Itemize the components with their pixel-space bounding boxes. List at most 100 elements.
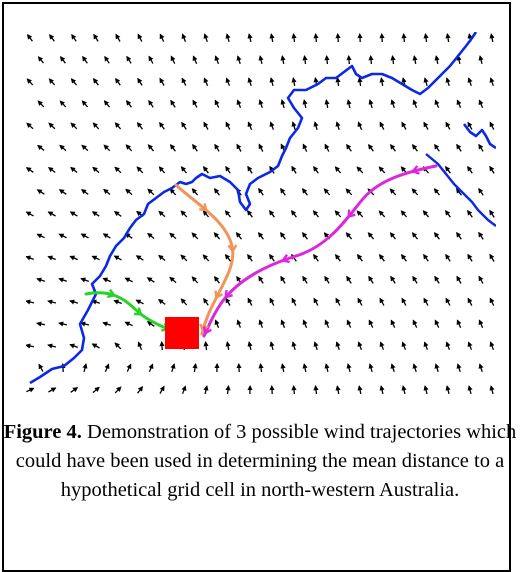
wind-arrow: [337, 342, 340, 350]
wind-arrow: [59, 323, 67, 325]
wind-arrow: [390, 189, 395, 195]
wind-arrow: [414, 100, 417, 107]
wind-arrow: [392, 100, 395, 108]
wind-arrow: [115, 387, 121, 393]
wind-arrow: [170, 233, 176, 238]
wind-arrow: [436, 56, 438, 64]
wind-arrow: [170, 189, 175, 195]
wind-arrow: [294, 386, 295, 394]
wind-arrow: [159, 211, 165, 216]
wind-arrow: [249, 34, 251, 42]
wind-arrow: [435, 145, 440, 152]
wind-arrow: [479, 189, 483, 196]
wind-arrow: [446, 255, 450, 262]
wind-arrow: [182, 78, 186, 85]
wind-arrow: [435, 320, 438, 327]
wind-arrow: [160, 34, 163, 41]
wind-arrow: [490, 255, 494, 262]
wind-arrow: [127, 101, 132, 107]
wind-arrow: [172, 364, 174, 372]
wind-arrow: [104, 234, 111, 238]
wind-arrow: [371, 56, 372, 64]
wind-arrow: [292, 298, 296, 305]
wind-arrow: [391, 145, 396, 151]
wind-arrow: [325, 145, 329, 152]
wind-arrow: [468, 255, 472, 262]
wind-arrow: [315, 122, 317, 130]
wind-arrow: [60, 145, 66, 150]
wind-arrow: [338, 34, 339, 42]
wind-arrow: [271, 122, 274, 129]
wind-arrow: [48, 257, 55, 260]
wind-arrow: [425, 78, 427, 86]
wind-arrow: [469, 342, 472, 349]
wind-arrow: [271, 34, 272, 42]
wind-arrow: [226, 299, 230, 306]
wind-arrow: [159, 300, 165, 305]
wind-arrow: [26, 388, 33, 391]
wind-arrow: [304, 364, 306, 372]
wind-arrow: [436, 364, 438, 372]
wind-arrow: [304, 320, 307, 327]
wind-arrow: [72, 35, 76, 42]
wind-arrow: [70, 345, 78, 348]
wind-arrow: [479, 100, 482, 107]
wind-arrow: [116, 35, 120, 42]
wind-arrow: [260, 100, 263, 108]
wind-arrow: [171, 101, 175, 108]
wind-arrow: [391, 277, 395, 284]
wind-arrow: [282, 100, 284, 108]
wind-arrow: [183, 386, 186, 393]
wind-arrow: [49, 79, 54, 85]
wind-arrow: [413, 233, 418, 239]
wind-arrow: [215, 145, 219, 152]
wind-arrow: [447, 34, 448, 42]
wind-arrow: [490, 122, 494, 129]
wind-arrow: [160, 79, 164, 86]
wind-arrow: [391, 320, 394, 327]
wind-arrow: [469, 78, 472, 86]
wind-arrow: [116, 79, 121, 86]
wind-arrow: [139, 342, 142, 349]
wind-arrow: [93, 344, 100, 348]
wind-arrow: [261, 364, 262, 372]
wind-arrow: [192, 277, 197, 283]
wind-arrow: [370, 100, 372, 108]
wind-arrow: [82, 234, 89, 238]
wind-arrow: [227, 78, 230, 85]
wind-arrow: [82, 101, 87, 107]
wind-arrow: [479, 233, 483, 240]
wind-arrow: [314, 299, 318, 306]
wind-arrow: [162, 342, 163, 350]
wind-arrow: [171, 56, 174, 63]
wind-arrow: [469, 386, 471, 394]
figure-label: Figure 4.: [4, 421, 82, 443]
figure-caption: Figure 4. Demonstration of 3 possible wi…: [0, 418, 520, 505]
wind-arrow: [293, 342, 295, 350]
wind-arrow: [114, 301, 121, 304]
wind-arrow: [170, 277, 176, 282]
wind-arrow: [70, 256, 77, 259]
wind-arrow: [480, 364, 482, 372]
wind-arrow: [26, 345, 34, 347]
wind-arrow: [60, 101, 65, 107]
wind-arrow: [59, 234, 66, 238]
wind-arrow: [93, 387, 99, 392]
wind-arrow: [314, 255, 319, 262]
wind-arrow: [358, 299, 362, 306]
wind-arrow: [125, 278, 132, 282]
wind-arrow: [105, 57, 109, 64]
wind-arrow: [292, 167, 296, 174]
wind-arrow: [104, 145, 110, 151]
wind-arrow: [27, 212, 34, 216]
wind-arrow: [425, 342, 428, 349]
wind-arrow: [181, 299, 186, 305]
wind-arrow: [358, 122, 361, 129]
wind-arrow: [357, 167, 363, 173]
wind-arrow: [37, 323, 45, 324]
wind-arrow: [303, 233, 308, 239]
wind-arrow: [59, 279, 67, 282]
wind-arrow: [61, 57, 66, 63]
wind-arrow: [215, 189, 220, 195]
wind-arrow: [369, 145, 374, 151]
